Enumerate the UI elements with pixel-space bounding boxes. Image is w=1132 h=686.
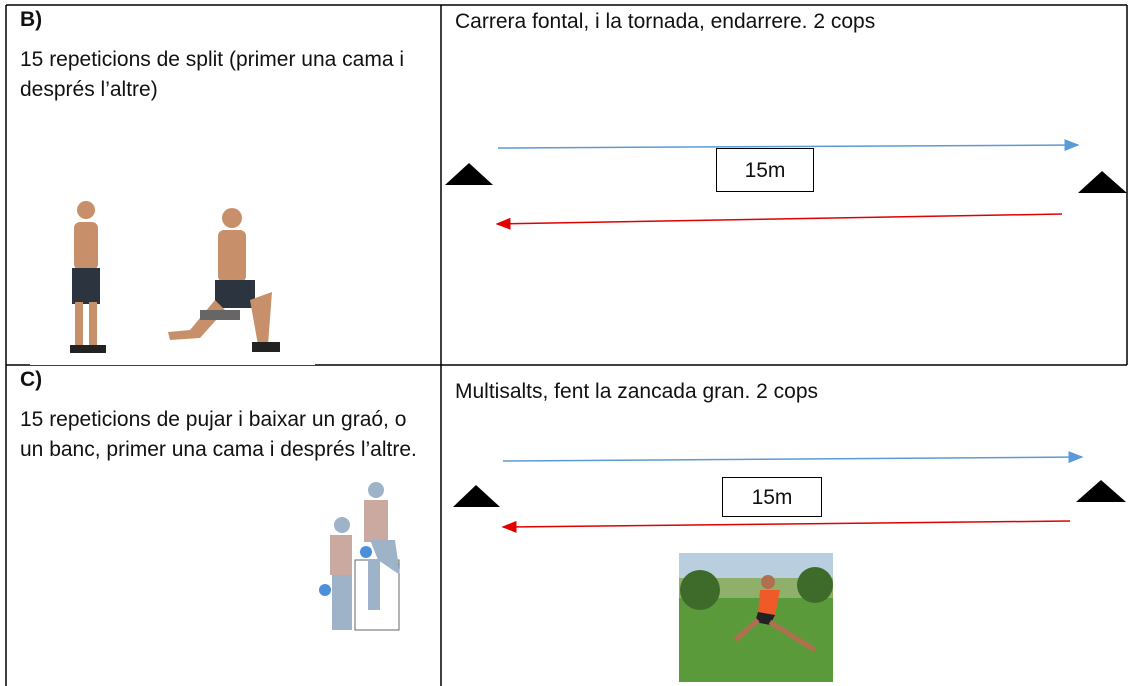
description: 15 repeticions de pujar i baixar un graó… — [20, 408, 417, 461]
step-illustration — [319, 482, 400, 631]
distance: 15m — [722, 477, 822, 517]
jump-photo — [679, 553, 833, 682]
diagram-b — [445, 139, 1127, 230]
exercise: Multisalts, fent la zancada gran. 2 cops — [455, 380, 819, 403]
description: 15 repeticions de split (primer una cama… — [20, 48, 405, 101]
diagram-c — [453, 451, 1126, 533]
row-label: C) — [20, 368, 43, 391]
exercise: Carrera fontal, i la tornada, endarrere.… — [455, 10, 876, 33]
split-illustration — [30, 190, 315, 365]
row-label: B) — [20, 8, 43, 31]
distance: 15m — [716, 148, 814, 192]
